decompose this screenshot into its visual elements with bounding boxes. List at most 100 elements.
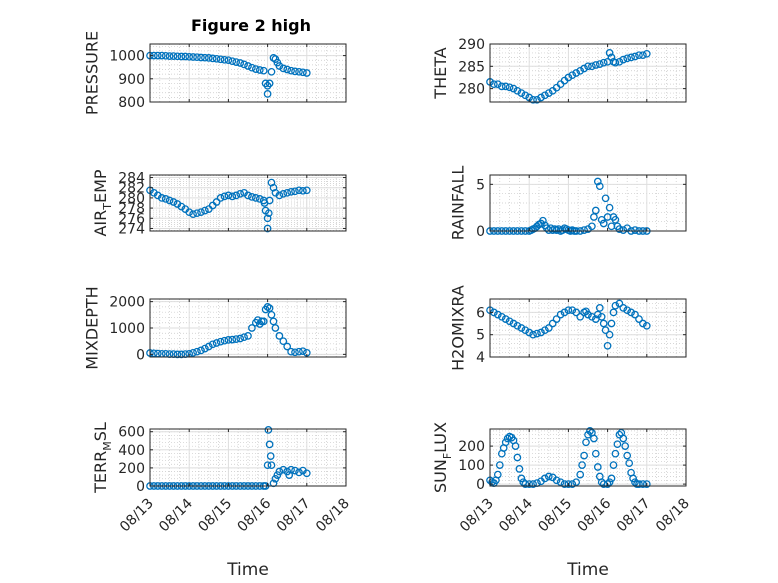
data-point [597, 215, 606, 224]
data-point [529, 330, 537, 339]
data-point [189, 210, 197, 219]
data-point [259, 66, 268, 75]
y-tick-label: 274 [118, 221, 145, 237]
data-point [201, 344, 209, 353]
data-point [556, 478, 565, 487]
data-point [275, 467, 284, 476]
x-tick-label: 08/16 [235, 495, 275, 535]
data-point [601, 326, 610, 335]
data-point [263, 224, 272, 233]
data-point [189, 53, 197, 61]
axes-box [489, 428, 687, 487]
data-point [586, 427, 594, 435]
data-point [259, 317, 268, 326]
data-point [607, 319, 616, 328]
data-point [615, 225, 624, 233]
y-tick-label: 278 [118, 201, 145, 217]
data-point [517, 474, 526, 483]
data-point [619, 55, 628, 64]
data-point [265, 304, 274, 313]
data-point [265, 196, 274, 205]
x-tick-label: 08/17 [274, 496, 314, 536]
data-point [157, 51, 166, 60]
y-tick-label: 282 [118, 181, 145, 197]
data-point [493, 310, 502, 319]
data-point [595, 304, 604, 312]
data-point [601, 194, 610, 203]
data-point [212, 198, 221, 206]
data-point [490, 80, 498, 89]
data-point [295, 186, 303, 195]
y-axis-label: THETA [431, 47, 450, 99]
data-point [185, 52, 194, 61]
data-point [544, 472, 553, 481]
data-point [537, 93, 545, 102]
data-point [283, 342, 292, 351]
data-point [576, 470, 585, 479]
data-point [611, 449, 620, 458]
data-point [588, 62, 596, 71]
data-point [627, 53, 635, 62]
data-point [623, 451, 632, 460]
data-point [609, 308, 618, 317]
data-point [216, 55, 225, 64]
data-point [635, 315, 643, 323]
y-tick-label: 200 [118, 461, 145, 477]
data-point [631, 226, 639, 234]
data-point [208, 340, 217, 349]
data-point [197, 53, 205, 62]
data-point [541, 91, 549, 100]
data-point [619, 304, 628, 312]
data-point [509, 319, 518, 328]
data-point [505, 317, 514, 326]
data-point [635, 480, 643, 488]
data-point [279, 465, 288, 474]
data-point [240, 60, 248, 69]
data-point [244, 332, 252, 340]
x-tick-label: 08/16 [575, 495, 615, 535]
data-point [228, 335, 237, 344]
data-point [541, 326, 549, 335]
data-point [275, 62, 284, 70]
data-point [220, 336, 229, 345]
data-point [169, 198, 178, 206]
data-point [582, 438, 590, 447]
data-point [216, 194, 225, 202]
axes-box [149, 428, 347, 487]
y-tick-label: 0 [136, 347, 145, 363]
data-point [302, 469, 311, 478]
axes-box [489, 174, 687, 232]
x-tick-label: 08/13 [457, 496, 497, 536]
data-point [605, 330, 614, 339]
data-point [515, 465, 524, 473]
data-point [603, 341, 612, 350]
data-point [642, 321, 651, 330]
y-tick-label: 600 [118, 425, 145, 441]
data-point [299, 68, 307, 77]
data-point [269, 183, 278, 192]
data-point [271, 324, 280, 332]
data-point [267, 461, 276, 470]
y-tick-label: 290 [458, 37, 485, 53]
panel-pressure: 800 900 1000 PRESSURE [83, 31, 347, 115]
series-sun-flux [486, 427, 651, 488]
panel-sun-flux: 08/13 08/14 08/15 08/16 08/17 08/18 Time 0 100 20… [431, 422, 693, 580]
data-point [302, 186, 311, 195]
data-point [556, 310, 565, 319]
data-point [591, 449, 600, 458]
data-point [291, 466, 299, 475]
data-point [263, 461, 272, 470]
y-tick-label: 276 [118, 211, 145, 227]
data-point [232, 335, 241, 343]
data-point [197, 208, 205, 217]
data-point [605, 478, 614, 487]
data-point [287, 465, 295, 474]
data-point [493, 80, 502, 89]
data-point [599, 319, 608, 328]
data-point [611, 58, 620, 67]
data-point [232, 191, 241, 200]
data-point [599, 58, 608, 67]
data-point [615, 57, 624, 66]
data-point [564, 480, 573, 488]
y-tick-label: 1000 [109, 49, 145, 65]
